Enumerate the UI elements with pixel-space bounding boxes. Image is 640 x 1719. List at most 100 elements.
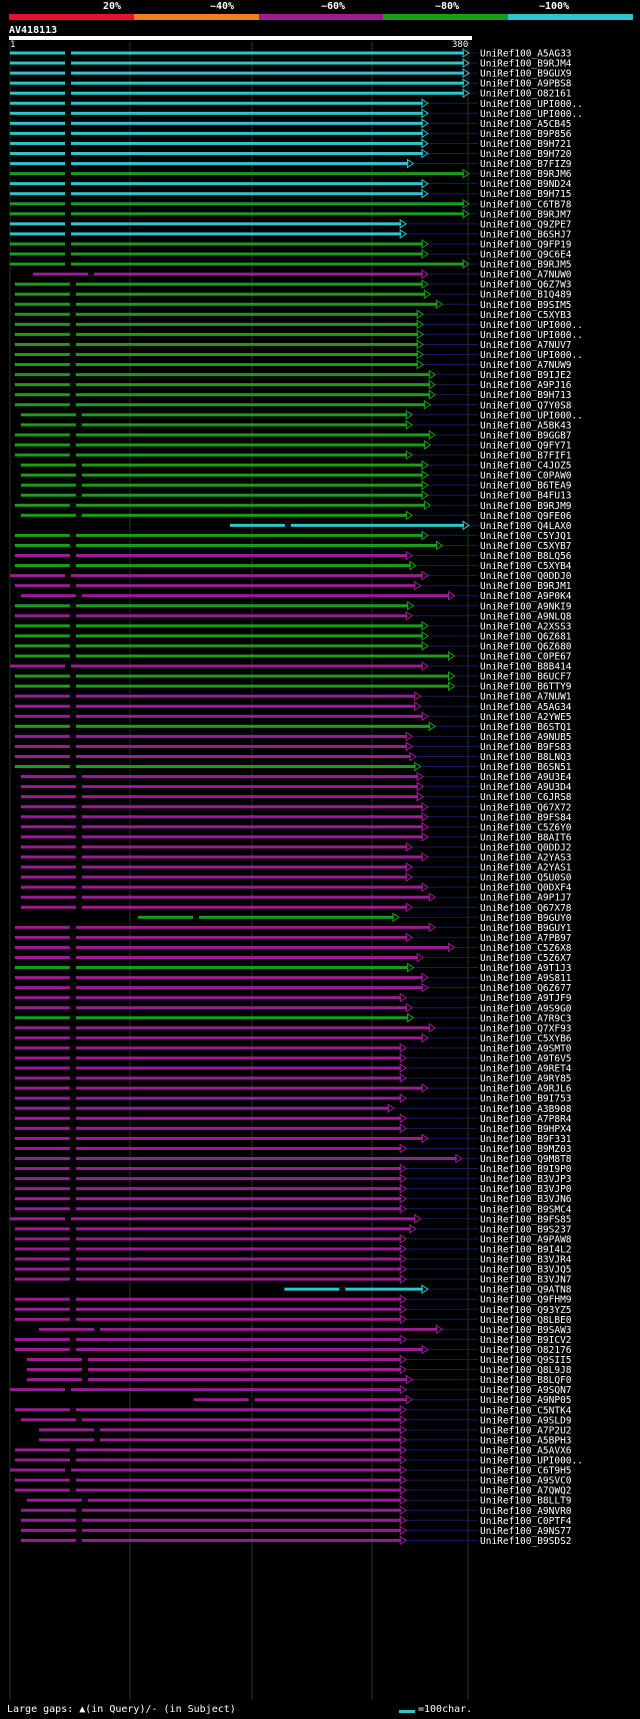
hit-label[interactable]: UniRef100_A9U3E4 <box>480 772 572 783</box>
hit-label[interactable]: UniRef100_C5NTK4 <box>480 1405 572 1416</box>
hit-label[interactable]: UniRef100_A9PJ16 <box>480 380 572 391</box>
hit-label[interactable]: UniRef100_A5AG33 <box>480 49 572 60</box>
hit-label[interactable]: UniRef100_A9NP05 <box>480 1395 572 1406</box>
hit-label[interactable]: UniRef100_O82161 <box>480 89 572 100</box>
hit-label[interactable]: UniRef100_Q93YZ5 <box>480 1305 572 1316</box>
hit-label[interactable]: UniRef100_UPI000.. <box>480 410 583 421</box>
hit-label[interactable]: UniRef100_B9S237 <box>480 1224 572 1235</box>
hit-label[interactable]: UniRef100_Q8L9J8 <box>480 1365 572 1376</box>
hit-label[interactable]: UniRef100_A2YWE5 <box>480 712 572 723</box>
hit-label[interactable]: UniRef100_B9SMC4 <box>480 1204 572 1215</box>
hit-label[interactable]: UniRef100_B3VJP0 <box>480 1184 572 1195</box>
hit-label[interactable]: UniRef100_Q9ZPE7 <box>480 219 572 230</box>
hit-label[interactable]: UniRef100_A2YAS3 <box>480 853 572 864</box>
hit-label[interactable]: UniRef100_B6SN51 <box>480 762 572 773</box>
hit-label[interactable]: UniRef100_Q8LBE0 <box>480 1315 572 1326</box>
hit-label[interactable]: UniRef100_A7NUW1 <box>480 692 572 703</box>
hit-label[interactable]: UniRef100_UPI000.. <box>480 350 583 361</box>
hit-label[interactable]: UniRef100_A7NUW9 <box>480 360 572 371</box>
hit-label[interactable]: UniRef100_B8LQF0 <box>480 1375 572 1386</box>
hit-label[interactable]: UniRef100_B9FS83 <box>480 742 572 753</box>
hit-label[interactable]: UniRef100_A9SMT0 <box>480 1043 572 1054</box>
hit-label[interactable]: UniRef100_A9T1J3 <box>480 963 572 974</box>
hit-label[interactable]: UniRef100_A9SVC0 <box>480 1476 572 1487</box>
hit-label[interactable]: UniRef100_B9SIM5 <box>480 300 572 311</box>
hit-label[interactable]: UniRef100_B7FIZ9 <box>480 159 572 170</box>
hit-label[interactable]: UniRef100_B3VJR4 <box>480 1255 572 1266</box>
hit-label[interactable]: UniRef100_Q6Z677 <box>480 983 572 994</box>
hit-label[interactable]: UniRef100_C5Z6Y0 <box>480 822 572 833</box>
hit-label[interactable]: UniRef100_A9T6V5 <box>480 1054 572 1065</box>
hit-label[interactable]: UniRef100_Q9FHM9 <box>480 1295 572 1306</box>
hit-label[interactable]: UniRef100_A9NKI9 <box>480 601 572 612</box>
hit-label[interactable]: UniRef100_C5YJQ1 <box>480 531 572 542</box>
hit-label[interactable]: UniRef100_B9RJM1 <box>480 581 572 592</box>
hit-label[interactable]: UniRef100_A9U3D4 <box>480 782 572 793</box>
hit-label[interactable]: UniRef100_A7NUV7 <box>480 340 572 351</box>
hit-label[interactable]: UniRef100_C5XYB7 <box>480 541 572 552</box>
hit-label[interactable]: UniRef100_Q9FE06 <box>480 511 572 522</box>
hit-label[interactable]: UniRef100_B9RJM5 <box>480 260 572 271</box>
hit-label[interactable]: UniRef100_A9P1J7 <box>480 893 572 904</box>
hit-label[interactable]: UniRef100_B9ICV2 <box>480 1335 572 1346</box>
hit-label[interactable]: UniRef100_A9S811 <box>480 973 572 984</box>
hit-label[interactable]: UniRef100_B7FIF1 <box>480 451 572 462</box>
hit-label[interactable]: UniRef100_B9GGB7 <box>480 430 572 441</box>
hit-label[interactable]: UniRef100_UPI000.. <box>480 320 583 331</box>
hit-label[interactable]: UniRef100_A2YAS1 <box>480 863 572 874</box>
hit-label[interactable]: UniRef100_B9H713 <box>480 390 572 401</box>
hit-label[interactable]: UniRef100_B8AIT6 <box>480 832 572 843</box>
hit-label[interactable]: UniRef100_A7P8R4 <box>480 1114 572 1125</box>
hit-label[interactable]: UniRef100_Q6Z7W3 <box>480 280 572 291</box>
hit-label[interactable]: UniRef100_A5BK43 <box>480 420 572 431</box>
hit-label[interactable]: UniRef100_A9RET4 <box>480 1064 572 1075</box>
hit-label[interactable]: UniRef100_B9I753 <box>480 1094 572 1105</box>
hit-label[interactable]: UniRef100_B9I9P0 <box>480 1164 572 1175</box>
hit-label[interactable]: UniRef100_C6T9H5 <box>480 1466 572 1477</box>
hit-label[interactable]: UniRef100_Q6Z681 <box>480 631 572 642</box>
hit-label[interactable]: UniRef100_Q5U0S0 <box>480 873 572 884</box>
hit-label[interactable]: UniRef100_B9RJM4 <box>480 59 572 70</box>
hit-label[interactable]: UniRef100_Q9FY71 <box>480 440 572 451</box>
hit-label[interactable]: UniRef100_A9NLQ8 <box>480 611 572 622</box>
hit-label[interactable]: UniRef100_A7NUW0 <box>480 270 572 281</box>
hit-label[interactable]: UniRef100_C4JOZ5 <box>480 461 572 472</box>
hit-label[interactable]: UniRef100_UPI000.. <box>480 330 583 341</box>
hit-label[interactable]: UniRef100_C5Z6X7 <box>480 953 572 964</box>
hit-label[interactable]: UniRef100_B4FU13 <box>480 491 572 502</box>
hit-label[interactable]: UniRef100_A9RY85 <box>480 1074 572 1085</box>
hit-label[interactable]: UniRef100_A9NUB5 <box>480 732 572 743</box>
hit-label[interactable]: UniRef100_B9ND24 <box>480 179 572 190</box>
hit-label[interactable]: UniRef100_Q6Z680 <box>480 641 572 652</box>
hit-label[interactable]: UniRef100_A9PBS8 <box>480 79 572 90</box>
hit-label[interactable]: UniRef100_B9P856 <box>480 129 572 140</box>
hit-label[interactable]: UniRef100_B9RJM9 <box>480 501 572 512</box>
hit-label[interactable]: UniRef100_B9I4L2 <box>480 1244 572 1255</box>
hit-label[interactable]: UniRef100_B8LLT9 <box>480 1496 572 1507</box>
hit-label[interactable]: UniRef100_B8LNQ3 <box>480 752 572 763</box>
hit-label[interactable]: UniRef100_C5XYB6 <box>480 1033 572 1044</box>
hit-label[interactable]: UniRef100_Q9ATN8 <box>480 1285 572 1296</box>
hit-label[interactable]: UniRef100_B9SDS2 <box>480 1536 572 1547</box>
hit-label[interactable]: UniRef100_B9GUX9 <box>480 69 572 80</box>
hit-label[interactable]: UniRef100_A9NS77 <box>480 1526 572 1537</box>
hit-label[interactable]: UniRef100_Q0DXF4 <box>480 883 572 894</box>
hit-label[interactable]: UniRef100_B9RJM6 <box>480 169 572 180</box>
hit-label[interactable]: UniRef100_C0PTF4 <box>480 1516 572 1527</box>
hit-label[interactable]: UniRef100_Q67X72 <box>480 802 572 813</box>
hit-label[interactable]: UniRef100_B8B414 <box>480 662 572 673</box>
hit-label[interactable]: UniRef100_B3VJP3 <box>480 1174 572 1185</box>
hit-label[interactable]: UniRef100_A9PAW8 <box>480 1234 572 1245</box>
hit-label[interactable]: UniRef100_B1Q489 <box>480 290 572 301</box>
hit-label[interactable]: UniRef100_C0PAW0 <box>480 471 572 482</box>
hit-label[interactable]: UniRef100_A5AG34 <box>480 702 572 713</box>
hit-label[interactable]: UniRef100_UPI000.. <box>480 1456 583 1467</box>
hit-label[interactable]: UniRef100_B9FS84 <box>480 812 572 823</box>
hit-label[interactable]: UniRef100_B9H720 <box>480 149 572 160</box>
hit-label[interactable]: UniRef100_C0PE67 <box>480 652 572 663</box>
hit-label[interactable]: UniRef100_B9SAW3 <box>480 1325 572 1336</box>
hit-label[interactable]: UniRef100_B3VJN7 <box>480 1275 572 1286</box>
hit-label[interactable]: UniRef100_Q9FP19 <box>480 239 572 250</box>
hit-label[interactable]: UniRef100_A9NVR0 <box>480 1506 572 1517</box>
hit-label[interactable]: UniRef100_Q9M8T8 <box>480 1154 572 1165</box>
